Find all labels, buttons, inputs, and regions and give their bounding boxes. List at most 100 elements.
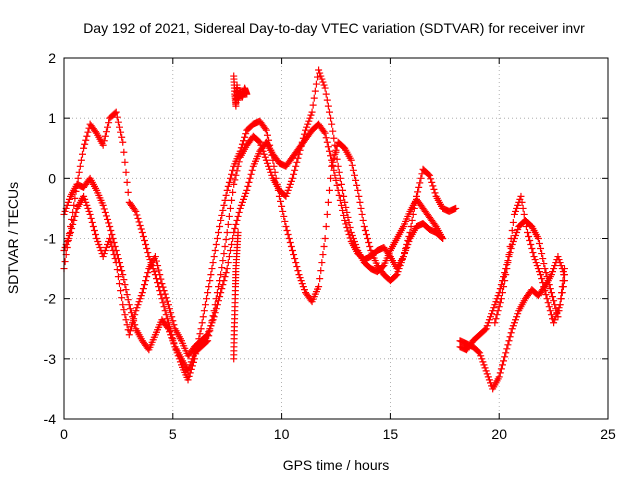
data-point (243, 90, 251, 98)
data-point (290, 251, 298, 259)
data-point (507, 235, 515, 242)
data-point (334, 186, 342, 194)
x-tick-label: 25 (600, 426, 616, 442)
data-point (491, 319, 499, 327)
data-point (226, 247, 234, 255)
data-point (163, 315, 171, 323)
data-point (163, 297, 171, 305)
data-point (121, 281, 129, 289)
data-point (550, 297, 558, 305)
data-point (401, 250, 409, 258)
data-point (121, 311, 129, 319)
data-point (114, 118, 122, 126)
data-point (102, 128, 110, 136)
data-point (166, 305, 174, 313)
data-point (95, 241, 103, 249)
data-point (196, 330, 204, 338)
data-point (483, 322, 491, 330)
data-point (558, 289, 566, 297)
data-point (291, 255, 299, 263)
data-point (306, 114, 314, 122)
data-point (408, 216, 416, 224)
data-point (322, 134, 330, 142)
data-point (544, 299, 552, 307)
data-point (335, 168, 343, 176)
data-point (323, 210, 331, 218)
grid-lines (64, 58, 608, 419)
data-point (513, 313, 521, 321)
data-point (220, 250, 228, 258)
data-point (117, 287, 125, 295)
x-tick-label: 20 (491, 426, 507, 442)
data-point (156, 271, 164, 279)
y-axis-label: SDTVAR / TECUs (5, 182, 21, 294)
data-point (124, 296, 132, 304)
data-point (70, 216, 78, 224)
data-point (328, 162, 336, 170)
data-point (61, 258, 69, 266)
data-point (345, 218, 353, 226)
data-point (513, 228, 521, 236)
data-point (325, 108, 333, 116)
data-point (343, 223, 351, 231)
data-point (533, 262, 541, 270)
data-point (318, 259, 326, 267)
data-point (209, 316, 217, 324)
data-point (340, 211, 348, 219)
data-point (184, 376, 192, 384)
data-point (322, 222, 330, 230)
data-point (100, 250, 108, 258)
data-point (119, 301, 127, 309)
data-point (512, 207, 520, 215)
data-point (205, 283, 213, 291)
data-point (144, 249, 152, 257)
data-point (64, 198, 72, 206)
data-point (293, 263, 301, 271)
data-point (203, 295, 211, 303)
data-point (324, 143, 332, 151)
data-point (475, 348, 483, 356)
data-point (535, 268, 543, 276)
data-point (74, 174, 82, 182)
data-point (307, 111, 315, 119)
data-point (234, 228, 242, 236)
data-point (392, 272, 400, 280)
data-point (214, 228, 222, 236)
data-point (323, 138, 331, 146)
data-point (497, 295, 505, 303)
data-point (486, 313, 494, 321)
data-point (497, 365, 505, 373)
data-point (546, 285, 554, 293)
data-point (235, 158, 243, 166)
data-point (541, 287, 549, 295)
data-point (225, 178, 233, 186)
data-point (546, 307, 554, 315)
data-point (366, 243, 374, 251)
data-point (542, 291, 550, 299)
data-point (129, 319, 137, 327)
data-point (560, 271, 568, 279)
data-point (523, 228, 531, 236)
data-point (236, 204, 244, 212)
data-point (219, 257, 227, 265)
data-point (135, 298, 143, 306)
data-point (277, 197, 285, 205)
data-point (85, 207, 93, 215)
data-point (305, 117, 313, 125)
data-point (335, 191, 343, 199)
data-point (539, 279, 547, 287)
data-point (275, 192, 283, 200)
data-point (105, 119, 113, 127)
data-point (332, 148, 340, 156)
data-point (288, 174, 296, 182)
data-point (286, 180, 294, 188)
data-point (500, 357, 508, 365)
data-point (538, 275, 546, 283)
data-point (480, 361, 488, 369)
data-point (125, 301, 133, 309)
data-point (266, 165, 274, 173)
data-point (262, 156, 270, 164)
data-point (93, 235, 101, 242)
data-point (164, 325, 172, 333)
data-point (452, 204, 460, 212)
